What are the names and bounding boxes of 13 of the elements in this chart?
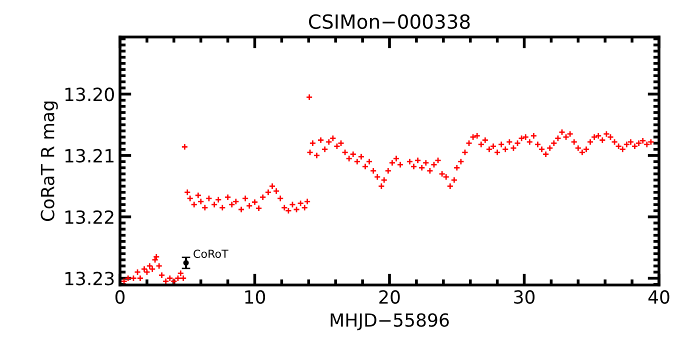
chart-title: CSIMon−000338 [309,14,470,29]
x-tick-label: 40 [648,290,670,304]
x-axis-title: MHJD−55896 [330,313,449,330]
series-label: CoRoT [194,250,228,258]
y-tick-label: 13.21 [65,148,114,163]
x-tick-label: 30 [514,290,535,304]
y-tick-label: 13.22 [65,210,114,224]
y-tick-label: 13.20 [65,88,114,102]
x-tick-label: 10 [245,290,266,304]
y-tick-label: 13.23 [65,272,114,286]
x-tick-label: 20 [379,290,400,304]
y-axis-title: CoRaT R mag [40,102,58,221]
x-tick-label: 0 [115,290,125,304]
